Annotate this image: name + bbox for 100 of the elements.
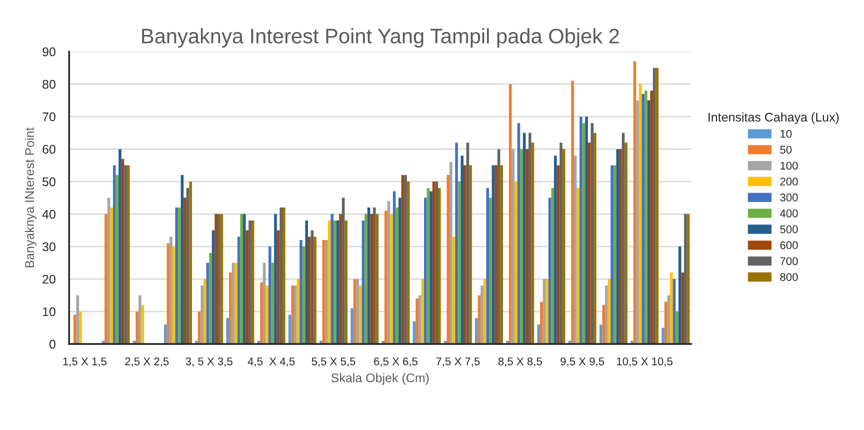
- y-tick-label: 70: [42, 112, 56, 122]
- y-tick-label: 20: [42, 274, 56, 284]
- bar: [138, 295, 142, 344]
- bar: [398, 198, 402, 344]
- bar: [184, 198, 186, 344]
- bar: [240, 214, 243, 344]
- bar: [500, 165, 504, 344]
- bar: [373, 208, 376, 344]
- x-tick-label: 7,5 X 7,5: [436, 358, 480, 367]
- bar: [300, 240, 302, 344]
- bar: [475, 318, 478, 344]
- bar: [435, 182, 438, 344]
- y-tick-label: 50: [42, 177, 56, 186]
- bar: [424, 198, 427, 344]
- bar: [450, 162, 452, 344]
- bar: [314, 236, 316, 344]
- bar: [594, 132, 596, 344]
- y-tick-label: 10: [42, 307, 56, 316]
- bar: [540, 302, 543, 344]
- bar: [325, 240, 328, 344]
- x-tick-label: 10,5 X 10,5: [616, 357, 672, 367]
- y-tick-label: 30: [42, 242, 56, 252]
- bar: [514, 182, 518, 344]
- bar: [242, 214, 246, 344]
- x-tick-label: 8,5 X 8,5: [498, 357, 542, 367]
- bar: [464, 165, 466, 344]
- bar: [404, 175, 407, 344]
- x-axis-title: Skala Objek (Cm): [331, 373, 429, 385]
- bar: [384, 210, 388, 344]
- bar: [546, 279, 548, 344]
- legend-label: 400: [780, 209, 798, 218]
- bar: [619, 149, 622, 344]
- bar: [656, 68, 659, 344]
- bar: [228, 272, 232, 344]
- bar: [164, 324, 167, 344]
- legend-label: 300: [780, 194, 798, 202]
- bar: [214, 214, 218, 344]
- bar: [528, 132, 532, 344]
- bar: [305, 220, 308, 344]
- bar: [110, 208, 113, 344]
- bar: [430, 191, 432, 344]
- bar: [438, 188, 441, 344]
- x-tick-label: 1,5 X 1,5: [63, 358, 106, 367]
- bar: [364, 214, 368, 344]
- bar: [624, 142, 628, 344]
- bar: [344, 220, 348, 344]
- bar: [636, 100, 639, 344]
- bar: [79, 312, 82, 344]
- bar: [282, 208, 286, 344]
- bar: [650, 90, 653, 344]
- legend-label: 500: [780, 225, 798, 234]
- y-tick-label: 60: [42, 144, 56, 154]
- bar: [610, 165, 614, 344]
- bar: [662, 328, 664, 344]
- bar: [681, 272, 684, 344]
- bar: [416, 298, 418, 344]
- bar: [676, 312, 678, 344]
- bar: [670, 272, 673, 344]
- bar: [512, 149, 515, 344]
- bar: [644, 90, 648, 344]
- legend-label: 200: [780, 178, 798, 186]
- bar: [460, 156, 464, 344]
- bar: [580, 116, 582, 344]
- bar: [266, 286, 268, 344]
- bar: [667, 295, 670, 344]
- bar: [330, 214, 334, 344]
- legend-label: 600: [780, 241, 798, 250]
- bar: [126, 165, 130, 344]
- bar: [291, 286, 294, 344]
- bar: [175, 208, 178, 344]
- x-tick-label: 5,5 X 5,5: [312, 358, 356, 367]
- bar: [178, 208, 181, 344]
- bar: [280, 208, 282, 344]
- bar: [112, 165, 116, 344]
- bar: [396, 208, 399, 344]
- legend-label: 100: [780, 162, 798, 170]
- bar: [189, 182, 192, 344]
- x-tick-label: 9,5 X 9,5: [560, 357, 604, 367]
- y-tick-label: 80: [42, 80, 56, 89]
- bar: [170, 236, 172, 344]
- bar: [560, 142, 562, 344]
- bar: [209, 253, 212, 344]
- bar: [537, 324, 540, 344]
- bar: [590, 123, 594, 344]
- bar: [350, 308, 354, 344]
- bar: [571, 80, 574, 344]
- y-tick-label: 90: [42, 47, 56, 56]
- bar: [520, 149, 523, 344]
- bar: [551, 188, 554, 344]
- y-axis-title: Banyaknya INterest Point: [24, 127, 36, 268]
- bar: [605, 286, 608, 344]
- bar: [642, 94, 645, 344]
- y-tick-label: 40: [42, 210, 56, 219]
- bar: [684, 214, 687, 344]
- bar: [248, 220, 252, 344]
- x-tick-label: 6,5 X 6,5: [374, 357, 418, 367]
- bar: [455, 142, 458, 344]
- bar: [421, 279, 424, 344]
- bar: [136, 312, 138, 344]
- bar: [489, 198, 492, 344]
